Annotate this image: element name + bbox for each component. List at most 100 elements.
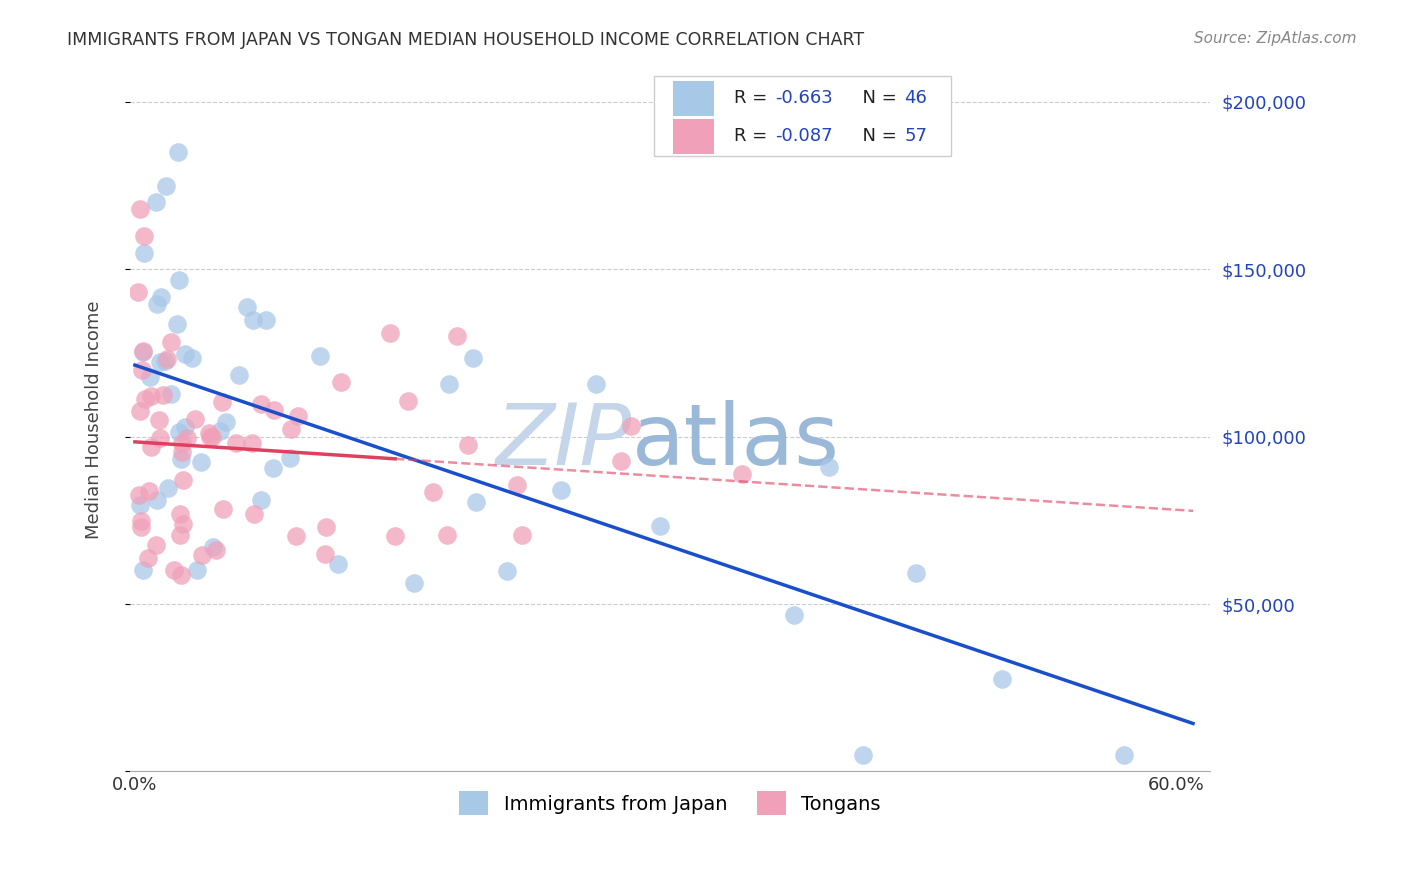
Point	[132, 245, 155, 260]
Point	[145, 539, 167, 553]
Point	[585, 377, 607, 392]
Point	[166, 317, 188, 331]
Point	[157, 481, 180, 495]
Point	[620, 419, 643, 434]
Text: -0.663: -0.663	[775, 89, 832, 107]
Point	[378, 326, 401, 341]
Point	[155, 178, 177, 193]
Point	[904, 566, 927, 581]
Point	[329, 375, 352, 389]
Point	[262, 461, 284, 475]
Point	[308, 349, 330, 363]
Point	[512, 528, 534, 542]
Text: R =: R =	[734, 89, 773, 107]
Point	[176, 431, 198, 445]
Point	[134, 392, 156, 406]
Point	[731, 467, 754, 481]
Point	[243, 507, 266, 521]
Point	[236, 301, 259, 315]
Point	[167, 425, 190, 440]
Point	[609, 454, 631, 468]
Point	[200, 430, 222, 444]
Point	[254, 313, 277, 327]
Point	[446, 328, 468, 343]
Point	[225, 436, 247, 450]
Point	[198, 425, 221, 440]
Text: N =: N =	[851, 128, 903, 145]
Bar	[673, 80, 714, 116]
Text: -0.087: -0.087	[775, 128, 832, 145]
Point	[464, 495, 486, 509]
Point	[201, 430, 224, 444]
Point	[169, 527, 191, 541]
Text: N =: N =	[851, 89, 903, 107]
Point	[167, 145, 190, 160]
Point	[461, 351, 484, 365]
Text: 57: 57	[904, 128, 928, 145]
Point	[139, 440, 162, 454]
Point	[991, 672, 1014, 686]
Point	[129, 514, 152, 528]
Point	[550, 483, 572, 497]
Point	[496, 564, 519, 578]
Point	[505, 478, 527, 492]
Point	[132, 344, 155, 359]
Point	[159, 387, 181, 401]
Point	[209, 424, 232, 438]
Point	[191, 548, 214, 562]
Point	[263, 403, 285, 417]
Point	[436, 527, 458, 541]
Point	[149, 431, 172, 445]
Point	[384, 529, 406, 543]
Point	[145, 195, 167, 210]
Point	[155, 354, 177, 368]
Point	[186, 562, 208, 576]
Point	[817, 460, 839, 475]
Point	[314, 547, 336, 561]
Point	[163, 563, 186, 577]
Y-axis label: Median Household Income: Median Household Income	[86, 301, 103, 539]
Point	[211, 394, 233, 409]
Point	[174, 347, 197, 361]
Point	[152, 388, 174, 402]
Point	[422, 484, 444, 499]
Point	[139, 389, 162, 403]
Point	[149, 355, 172, 369]
Bar	[654, 76, 950, 156]
Text: IMMIGRANTS FROM JAPAN VS TONGAN MEDIAN HOUSEHOLD INCOME CORRELATION CHART: IMMIGRANTS FROM JAPAN VS TONGAN MEDIAN H…	[67, 31, 865, 49]
Point	[172, 517, 194, 532]
Point	[146, 493, 169, 508]
Point	[278, 450, 301, 465]
Point	[129, 202, 152, 216]
Point	[648, 519, 671, 533]
Point	[181, 351, 204, 366]
Text: atlas: atlas	[633, 400, 841, 483]
Point	[132, 343, 155, 358]
Point	[214, 415, 236, 429]
Point	[167, 273, 190, 287]
Point	[156, 352, 179, 367]
Point	[212, 502, 235, 516]
Point	[240, 436, 263, 450]
Point	[173, 419, 195, 434]
Point	[228, 368, 250, 382]
Point	[437, 376, 460, 391]
Point	[160, 334, 183, 349]
Bar	[673, 119, 714, 153]
Point	[132, 228, 155, 243]
Point	[132, 563, 155, 577]
Point	[148, 413, 170, 427]
Point	[402, 576, 425, 591]
Point	[131, 362, 153, 376]
Point	[457, 438, 479, 452]
Point	[190, 455, 212, 469]
Point	[284, 529, 307, 543]
Point	[1112, 747, 1135, 762]
Point	[172, 474, 194, 488]
Text: 46: 46	[904, 89, 928, 107]
Point	[250, 397, 273, 411]
Point	[201, 540, 224, 554]
Point	[129, 520, 152, 534]
Point	[287, 409, 309, 423]
Point	[205, 543, 228, 558]
